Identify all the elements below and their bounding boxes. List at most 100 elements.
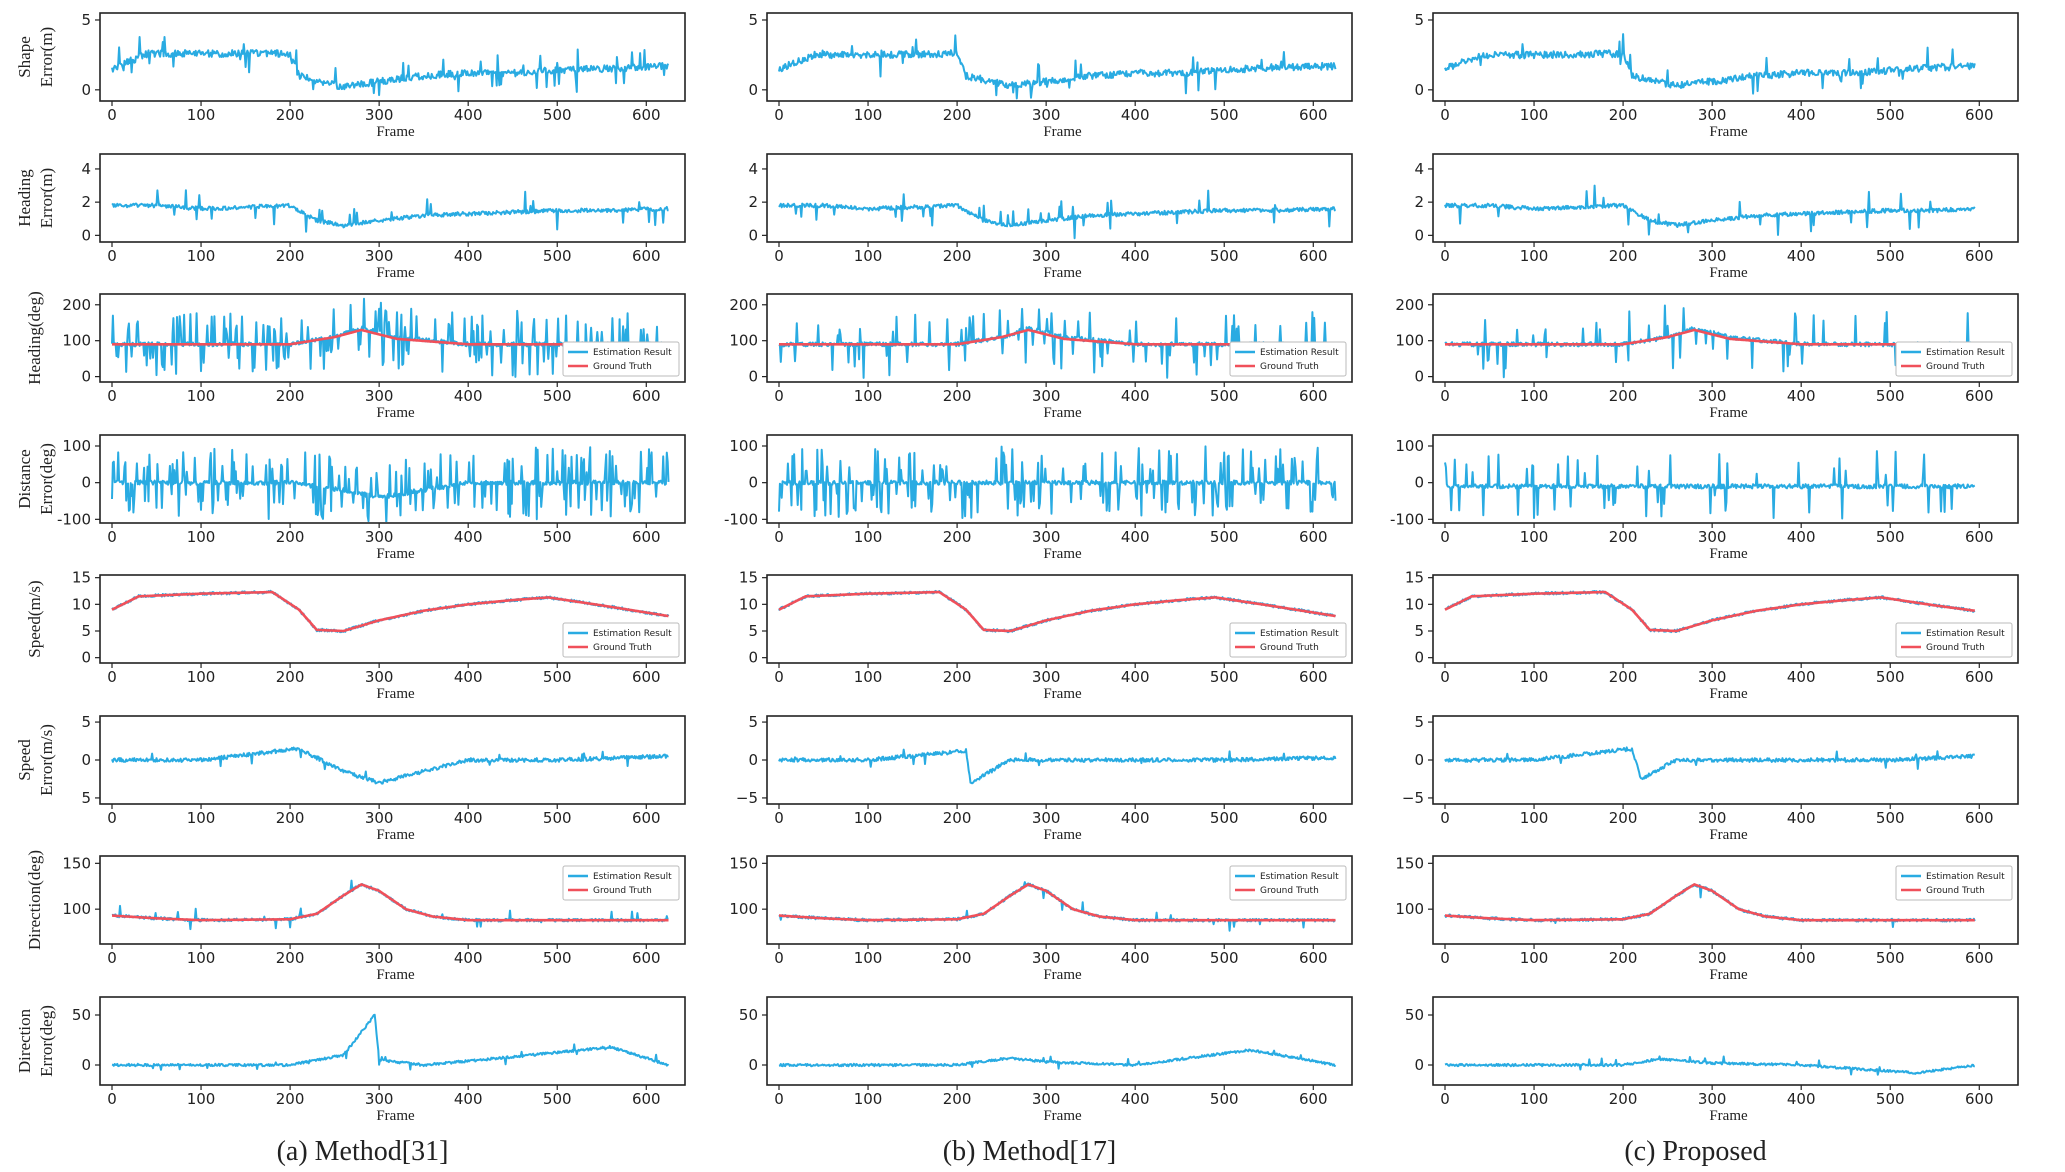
x-tick-label: 200 [276,387,305,405]
series-estimation-result [111,36,670,97]
legend: Estimation Result Ground Truth [1895,622,2013,658]
x-tick-label: 200 [943,949,972,967]
x-tick-label: 300 [365,247,394,265]
x-tick-label: 0 [107,106,117,124]
plot-frame [1432,293,2019,383]
plot-frame [766,574,1353,664]
x-tick-label: 500 [1210,1090,1239,1108]
x-tick-label: 300 [1032,106,1061,124]
y-tick-label: 150 [1395,854,1424,872]
x-tick-label: 100 [1520,1090,1549,1108]
x-tick-label: 100 [854,668,883,686]
x-tick-label: 0 [774,949,784,967]
y-tick-label: 0 [748,226,758,244]
y-tick-label: 0 [748,1056,758,1074]
series-estimation-result [778,189,1337,240]
x-tick-label: 400 [454,668,483,686]
y-axis-label: Error(m) [37,27,56,87]
x-tick-label: 0 [107,668,117,686]
legend: Estimation Result Ground Truth [1229,622,1347,658]
x-tick-label: 600 [1965,1090,1994,1108]
x-tick-label: 100 [854,528,883,546]
x-tick-label: 100 [854,809,883,827]
x-tick-label: 0 [107,528,117,546]
x-tick-label: 0 [774,809,784,827]
x-tick-label: 200 [1609,809,1638,827]
y-tick-label: 2 [748,193,758,211]
series-estimation-result [1444,184,1976,236]
y-tick-label: 2 [1414,193,1424,211]
x-axis-label: Frame [1043,546,1082,562]
x-tick-label: 600 [632,949,661,967]
x-tick-label: 200 [943,1090,972,1108]
x-tick-label: 600 [632,1090,661,1108]
x-tick-label: 500 [543,949,572,967]
x-tick-label: 0 [774,1090,784,1108]
y-tick-label: 0 [748,751,758,769]
x-axis-label: Frame [376,265,415,281]
x-tick-label: 100 [187,106,216,124]
x-tick-label: 500 [543,247,572,265]
x-tick-label: 500 [543,809,572,827]
x-tick-label: 600 [1965,809,1994,827]
y-tick-label: 5 [81,11,91,29]
y-tick-label: 5 [81,713,91,731]
y-tick-label: 5 [748,713,758,731]
plot-frame [99,293,686,383]
x-tick-label: 400 [1121,1090,1150,1108]
x-tick-label: 300 [365,809,394,827]
x-tick-label: 600 [1965,668,1994,686]
y-tick-label: 100 [62,437,91,455]
x-axis-label: Frame [1709,827,1748,843]
column-caption: (a) Method[31] [277,1136,449,1167]
y-tick-label: 100 [729,900,758,918]
y-axis-label: Heading(deg) [25,291,44,384]
x-tick-label: 600 [1965,106,1994,124]
legend-label-truth: Ground Truth [1260,886,1319,896]
series-ground-truth [1444,328,1976,346]
y-tick-label: 15 [1405,569,1424,587]
y-axis-label: Distance [15,449,34,508]
y-tick-label: 0 [1414,368,1424,386]
x-tick-label: 600 [1299,106,1328,124]
y-axis-label: Direction(deg) [25,850,44,950]
panel-distance_err-col3: 0 100 200 300 400 500 600 Frame -100 0 100 [1390,434,2019,562]
x-axis-label: Frame [1709,686,1748,702]
y-tick-label: 50 [739,1006,758,1024]
x-axis-label: Frame [376,827,415,843]
x-tick-label: 200 [1609,528,1638,546]
panel-direction_err-col1: Direction Error(deg)0 100 200 300 400 500 600Fr… [15,996,686,1124]
x-tick-label: 500 [1876,668,1905,686]
x-tick-label: 200 [1609,949,1638,967]
x-tick-label: 200 [276,949,305,967]
y-tick-label: 15 [72,569,91,587]
x-tick-label: 600 [632,106,661,124]
x-tick-label: 100 [187,949,216,967]
y-tick-label: 100 [1395,332,1424,350]
panel-speed_err-col2: 0 100 200 300 400 500 600 Frame −5 0 5 [736,713,1353,843]
x-tick-label: 300 [1698,247,1727,265]
x-tick-label: 300 [1698,809,1727,827]
panel-direction_err-col3: 0 100 200 300 400 500 600 Frame 0 50 [1405,996,2019,1124]
x-tick-label: 500 [1210,949,1239,967]
x-tick-label: 0 [1440,247,1450,265]
x-tick-label: 400 [1121,668,1150,686]
x-tick-label: 600 [1299,668,1328,686]
x-tick-label: 500 [543,387,572,405]
x-tick-label: 500 [543,106,572,124]
y-tick-label: 150 [62,854,91,872]
series-estimation-result [111,446,670,522]
x-tick-label: 200 [943,106,972,124]
y-tick-label: 5 [81,789,91,807]
x-tick-label: 200 [1609,387,1638,405]
y-axis-label: Error(m) [37,168,56,228]
x-tick-label: 600 [1965,528,1994,546]
x-tick-label: 400 [1121,949,1150,967]
panel-direction-col1: Direction(deg) 0 100 200 300 400 500 600 Frame 10… [25,850,686,983]
x-axis-label: Frame [1043,827,1082,843]
panel-heading-col1: Heading(deg) 0 100 200 300 400 500 600 Frame 0 100… [25,291,686,421]
y-tick-label: 0 [81,474,91,492]
series-estimation-result [111,746,669,785]
x-tick-label: 200 [276,809,305,827]
series-ground-truth [1444,883,1976,922]
